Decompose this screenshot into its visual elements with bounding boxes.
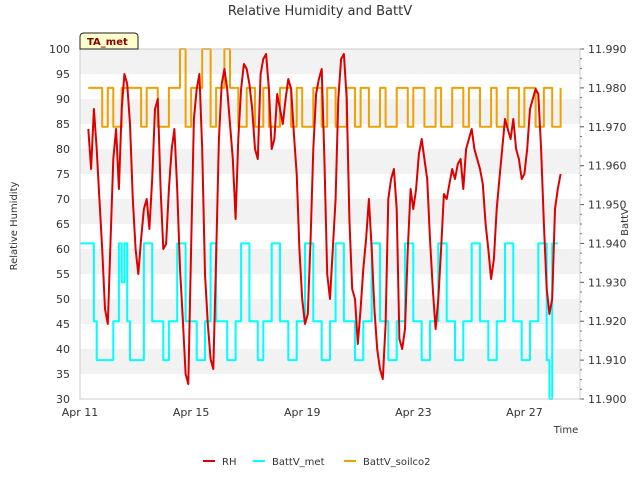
y-tick-label: 85 (56, 118, 70, 131)
y-tick-label: 55 (56, 268, 70, 281)
chart-title: Relative Humidity and BattV (228, 4, 412, 19)
y-tick-label: 35 (56, 368, 70, 381)
legend-label: BattV_met (272, 457, 325, 468)
grid-band (80, 249, 580, 274)
right-axis: 11.900 11.910 11.920 11.930 11.940 11.950 11.9… (580, 43, 627, 406)
x-tick-label: Apr 19 (284, 406, 321, 419)
x-tick-label: Apr 15 (173, 406, 210, 419)
y-tick-label: 90 (56, 93, 70, 106)
y2-tick-label: 11.940 (588, 237, 627, 250)
y-tick-label: 40 (56, 343, 70, 356)
y2-tick-label: 11.970 (588, 121, 627, 134)
x-tick-label: Apr 23 (395, 406, 432, 419)
grid-band (80, 49, 580, 74)
badge: TA_met (79, 32, 139, 50)
grid-band (80, 299, 580, 324)
y2-tick-label: 11.930 (588, 276, 627, 289)
x-tick-label: Apr 27 (506, 406, 543, 419)
legend-label: RH (222, 457, 236, 468)
x-axis: Apr 11 Apr 15 Apr 19 Apr 23 Apr 27 (62, 406, 543, 419)
series-line-battv-met (80, 242, 558, 400)
y-tick-label: 95 (56, 68, 70, 81)
y2-axis-label: BattV (620, 208, 631, 236)
legend-label: BattV_soilco2 (363, 457, 431, 468)
y-tick-label: 65 (56, 218, 70, 231)
y2-tick-label: 11.960 (588, 160, 627, 173)
y-tick-label: 75 (56, 168, 70, 181)
grid-band (80, 374, 580, 399)
x-axis-label: Time (553, 425, 578, 436)
y-tick-label: 70 (56, 193, 70, 206)
grid-band (80, 74, 580, 99)
series-line-rh (87, 53, 562, 385)
y-tick-label: 100 (49, 43, 70, 56)
grid-band (80, 124, 580, 149)
left-axis: 30 35 40 45 50 55 60 65 70 75 80 85 90 95 100 (49, 43, 70, 406)
y-tick-label: 30 (56, 393, 70, 406)
y2-tick-label: 11.920 (588, 315, 627, 328)
y2-tick-label: 11.990 (588, 43, 627, 56)
grid-band (80, 174, 580, 199)
y-tick-label: 60 (56, 243, 70, 256)
y2-tick-label: 11.900 (588, 393, 627, 406)
y2-tick-label: 11.950 (588, 199, 627, 212)
grid-band (80, 199, 580, 224)
y2-tick-label: 11.980 (588, 82, 627, 95)
legend: RH BattV_met BattV_soilco2 (203, 457, 431, 468)
y2-tick-label: 11.910 (588, 354, 627, 367)
y-tick-label: 80 (56, 143, 70, 156)
x-tick-label: Apr 11 (62, 406, 99, 419)
badge-label: TA_met (87, 37, 128, 48)
y-axis-label: Relative Humidity (9, 182, 20, 271)
y-tick-label: 45 (56, 318, 70, 331)
grid-band (80, 149, 580, 174)
y-tick-label: 50 (56, 293, 70, 306)
